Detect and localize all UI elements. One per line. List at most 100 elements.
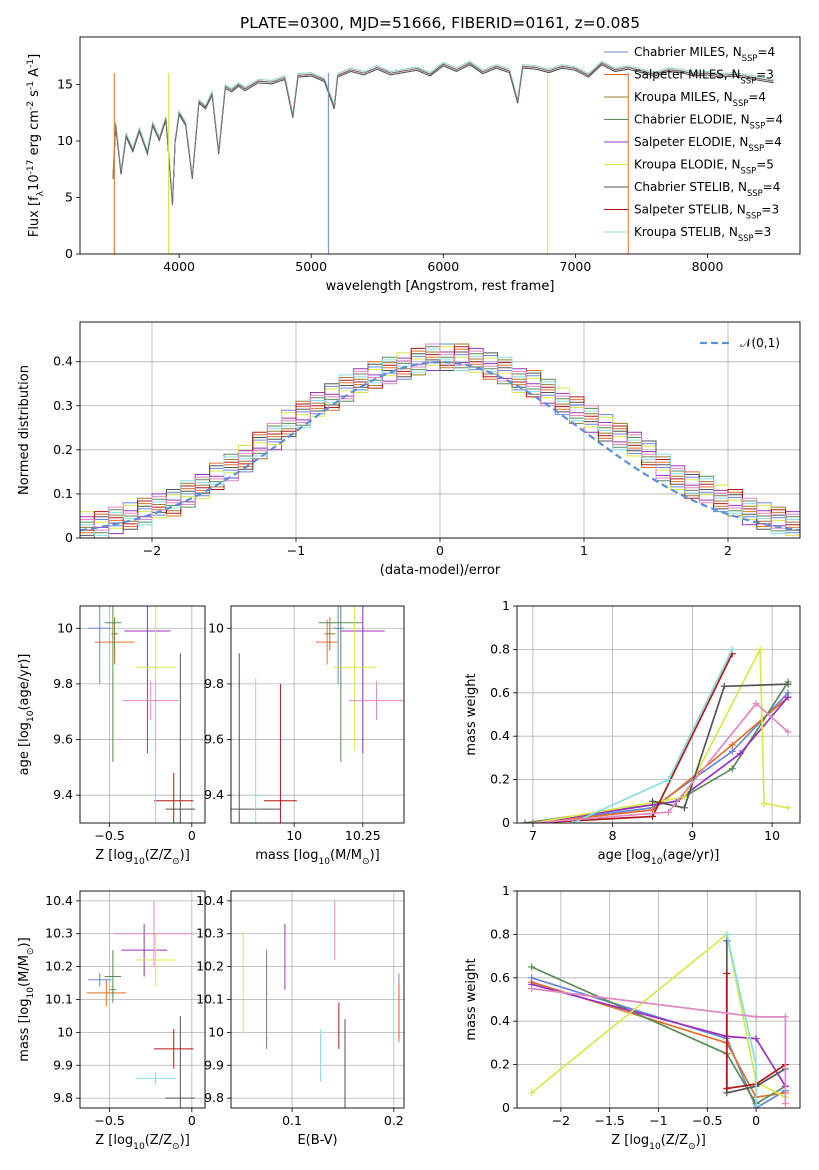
data-point-marker bbox=[781, 1100, 789, 1108]
mass-weight-line bbox=[532, 702, 789, 823]
data-point-marker bbox=[664, 776, 672, 784]
x-tick-label: 6000 bbox=[427, 259, 459, 274]
y-tick-label: 0.6 bbox=[490, 970, 510, 985]
y-tick-label: 0.6 bbox=[490, 685, 510, 700]
x-axis-label: Z [log10(Z/Z⊙)] bbox=[95, 1133, 190, 1152]
y-tick-label: 0.3 bbox=[53, 398, 73, 413]
y-tick-label: 0 bbox=[65, 246, 73, 261]
y-tick-label: 0.8 bbox=[490, 926, 510, 941]
data-point-marker bbox=[760, 799, 768, 807]
legend-entry: Chabrier STELIB, NSSP=4 bbox=[634, 180, 780, 198]
data-point-marker bbox=[784, 680, 792, 688]
legend-entry: Kroupa ELODIE, NSSP=5 bbox=[634, 158, 774, 176]
y-tick-label: 10.1 bbox=[45, 992, 73, 1007]
data-point-marker bbox=[723, 969, 731, 977]
legend-entry: Salpeter ELODIE, NSSP=4 bbox=[634, 135, 782, 153]
plot-area bbox=[521, 645, 792, 823]
y-tick-label: 9.8 bbox=[204, 676, 224, 691]
data-point-marker bbox=[569, 819, 577, 823]
x-tick-label: 7 bbox=[529, 828, 537, 843]
spectrum-panel: Chabrier MILES, NSSP=4 Salpeter MILES, NS… bbox=[26, 36, 801, 294]
x-tick-label: 10.25 bbox=[345, 828, 381, 843]
y-tick-label: 9.8 bbox=[204, 1090, 224, 1105]
x-tick-label: 1 bbox=[580, 543, 588, 558]
figure-title: PLATE=0300, MJD=51666, FIBERID=0161, z=0… bbox=[240, 14, 640, 32]
x-tick-label: −1 bbox=[649, 1113, 667, 1128]
plot-area bbox=[86, 900, 196, 1108]
x-tick-label: 0 bbox=[752, 1113, 760, 1128]
y-tick-label: 10 bbox=[57, 133, 73, 148]
mass-weight-line bbox=[531, 932, 786, 1098]
legend-entry: Kroupa MILES, NSSP=4 bbox=[634, 90, 766, 108]
data-point-marker bbox=[752, 1035, 760, 1043]
x-tick-label: −0.5 bbox=[692, 1113, 722, 1128]
x-tick-label: 7000 bbox=[560, 259, 592, 274]
age-vs-mass-panel: 10 10.25 9.4 9.6 9.8 10 mass [log10(M/M⊙)] bbox=[204, 605, 405, 867]
x-tick-label: 10 bbox=[764, 828, 780, 843]
y-tick-label: 0.2 bbox=[490, 1057, 510, 1072]
plot-area bbox=[528, 930, 789, 1108]
data-point-marker bbox=[723, 1084, 731, 1092]
mass-weight-vs-z-panel: −2 −1.5 −1 −0.5 0 0 0.2 0.4 0.6 0.8 1 Z [log10(Z/Z⊙… bbox=[464, 883, 801, 1152]
x-tick-label: 0 bbox=[188, 1113, 196, 1128]
x-axis-label: (data-model)/error bbox=[380, 563, 501, 578]
x-tick-label: −0.5 bbox=[94, 1113, 124, 1128]
data-point-marker bbox=[728, 765, 736, 773]
data-point-marker bbox=[680, 793, 688, 801]
x-tick-label: 5000 bbox=[295, 259, 327, 274]
y-tick-label: 1 bbox=[502, 598, 510, 613]
data-point-marker bbox=[752, 700, 760, 708]
x-axis-label: mass [log10(M/M⊙)] bbox=[255, 848, 379, 867]
mass-weight-line bbox=[531, 987, 787, 1104]
y-axis-label: Normed distribution bbox=[17, 365, 32, 495]
mass-weight-line bbox=[532, 696, 789, 823]
data-point-marker bbox=[728, 645, 736, 653]
y-tick-label: 10 bbox=[208, 1024, 224, 1039]
x-tick-label: 9 bbox=[688, 828, 696, 843]
y-tick-label: 10.4 bbox=[45, 893, 73, 908]
y-tick-label: 9.8 bbox=[53, 1090, 73, 1105]
y-tick-label: 10 bbox=[57, 1024, 73, 1039]
data-point-marker bbox=[784, 728, 792, 736]
data-point-marker bbox=[728, 741, 736, 749]
data-point-marker bbox=[528, 1089, 536, 1097]
y-tick-label: 10.3 bbox=[45, 926, 73, 941]
y-tick-label: 0.2 bbox=[53, 442, 73, 457]
y-tick-label: 15 bbox=[57, 76, 73, 91]
y-tick-label: 0.4 bbox=[490, 1013, 510, 1028]
x-tick-label: 0 bbox=[188, 828, 196, 843]
x-tick-label: −2 bbox=[143, 543, 161, 558]
x-tick-label: 2 bbox=[724, 543, 732, 558]
x-axis-label: Z [log10(Z/Z⊙)] bbox=[95, 848, 190, 867]
x-axis-label: Z [log10(Z/Z⊙)] bbox=[611, 1133, 706, 1152]
y-tick-label: 5 bbox=[65, 189, 73, 204]
axes-frame bbox=[230, 605, 405, 824]
x-tick-label: 10 bbox=[286, 828, 302, 843]
data-point-marker bbox=[521, 819, 529, 823]
x-axis-label: wavelength [Angstrom, rest frame] bbox=[326, 279, 555, 294]
y-tick-label: 0.4 bbox=[53, 354, 73, 369]
y-axis-label: mass [log10(M/M⊙)] bbox=[17, 937, 36, 1061]
legend-entry: Chabrier MILES, NSSP=4 bbox=[634, 45, 775, 63]
mass-weight-line bbox=[725, 973, 786, 1090]
data-point-marker bbox=[752, 1061, 760, 1069]
y-tick-label: 9.6 bbox=[204, 732, 224, 747]
y-tick-label: 0.2 bbox=[490, 772, 510, 787]
y-tick-label: 9.8 bbox=[53, 676, 73, 691]
data-point-marker bbox=[529, 819, 537, 823]
mass-weight-vs-age-panel: 7 8 9 10 0 0.2 0.4 0.6 0.8 1 age [log10(age/yr)] ma… bbox=[464, 598, 801, 867]
data-point-marker bbox=[752, 1102, 760, 1108]
x-tick-label: 8000 bbox=[692, 259, 724, 274]
residual-histogram-step bbox=[80, 343, 800, 531]
y-axis-label: Flux [fλ10-17 erg cm-2 s-1 A-1] bbox=[26, 54, 46, 237]
mass-weight-line bbox=[652, 683, 789, 809]
data-point-marker bbox=[528, 985, 536, 993]
y-tick-label: 10.3 bbox=[196, 926, 224, 941]
residuals-panel: 𝒩(0,1) −2 −1 0 1 2 0 0.1 0.2 0.3 0.4 (data-model)/e… bbox=[17, 321, 801, 578]
x-tick-label: 8 bbox=[609, 828, 617, 843]
data-point-marker bbox=[723, 937, 731, 945]
legend-entry: Chabrier ELODIE, NSSP=4 bbox=[634, 113, 783, 131]
mass-weight-line bbox=[532, 653, 733, 823]
y-tick-label: 0.1 bbox=[53, 486, 73, 501]
y-tick-label: 0 bbox=[65, 530, 73, 545]
